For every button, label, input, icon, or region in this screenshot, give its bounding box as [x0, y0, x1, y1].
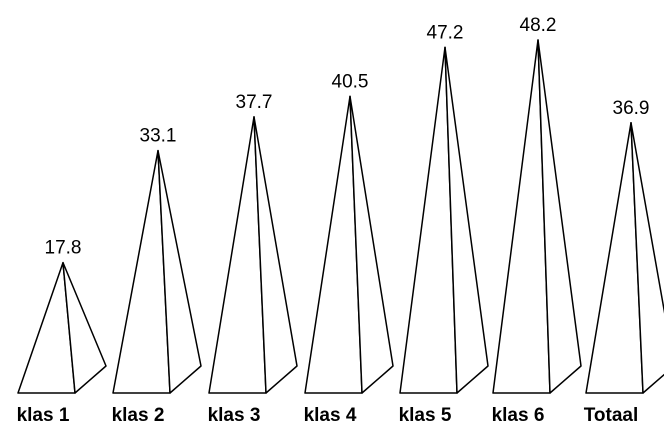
pyramid-side-klas-6	[537, 39, 582, 394]
pyramid-side-klas-5	[444, 46, 489, 394]
value-label-klas-4: 40.5	[332, 71, 369, 92]
value-labels-group: 17.8 33.1 37.7 40.5 47.2 48.2 36.9	[45, 15, 650, 259]
category-labels-group: klas 1 klas 2 klas 3 klas 4 klas 5 klas 6 Tota…	[17, 405, 639, 426]
pyramid-side-totaal	[630, 122, 664, 394]
category-label-klas-5: klas 5	[399, 405, 452, 426]
pyramid-side-klas-2	[157, 149, 202, 394]
category-label-klas-4: klas 4	[304, 405, 357, 426]
category-label-klas-1: klas 1	[17, 405, 70, 426]
pyramid-side-klas-3	[253, 116, 298, 394]
pyramid-side-klas-1	[62, 261, 107, 394]
category-label-klas-2: klas 2	[112, 405, 165, 426]
category-label-klas-6: klas 6	[492, 405, 545, 426]
pyramids-group	[17, 39, 664, 394]
value-label-totaal: 36.9	[613, 98, 650, 119]
value-label-klas-2: 33.1	[140, 126, 177, 147]
value-label-klas-5: 47.2	[427, 22, 464, 43]
value-label-klas-1: 17.8	[45, 238, 82, 259]
category-label-totaal: Totaal	[584, 405, 639, 426]
pyramid-side-klas-4	[349, 95, 394, 394]
value-label-klas-3: 37.7	[236, 92, 273, 113]
value-label-klas-6: 48.2	[520, 15, 557, 36]
category-label-klas-3: klas 3	[208, 405, 261, 426]
